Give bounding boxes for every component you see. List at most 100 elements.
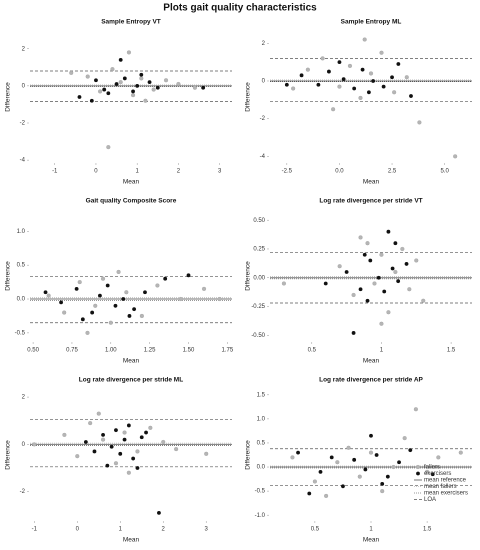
y-tick-label: -2: [20, 489, 26, 495]
data-point: [88, 421, 93, 426]
data-point: [316, 82, 321, 87]
data-point: [385, 474, 390, 479]
data-point: [43, 290, 48, 295]
data-point: [329, 455, 334, 460]
x-tick-label: 1: [380, 348, 384, 354]
y-tick-label: -2: [20, 121, 26, 127]
x-tick-label: 0.5: [311, 527, 320, 533]
y-tick-label: -0.50: [251, 333, 265, 339]
data-point: [358, 235, 363, 240]
data-point: [380, 489, 385, 494]
data-point: [362, 37, 367, 42]
data-point: [106, 91, 111, 96]
data-point: [118, 451, 123, 456]
data-point: [372, 281, 377, 286]
data-point: [85, 330, 90, 335]
data-point: [151, 87, 156, 92]
data-point: [390, 75, 394, 80]
data-point: [105, 463, 110, 468]
data-point: [360, 67, 365, 72]
data-point: [161, 439, 166, 445]
data-point: [217, 296, 222, 302]
y-tick-label: -0.5: [15, 330, 26, 336]
data-point: [85, 74, 90, 79]
data-point: [453, 154, 458, 159]
data-point: [358, 95, 363, 100]
data-point: [391, 464, 396, 470]
data-point: [204, 451, 209, 456]
data-point: [121, 297, 126, 301]
data-point: [351, 292, 356, 298]
data-point: [118, 57, 123, 62]
data-point: [430, 472, 435, 477]
data-point: [335, 460, 340, 465]
data-point: [92, 449, 97, 454]
y-axis-label: Difference: [5, 261, 12, 291]
data-point: [352, 457, 357, 462]
x-tick-label: 3: [205, 527, 209, 533]
data-point: [131, 93, 136, 98]
data-point: [366, 90, 371, 95]
data-point: [341, 77, 346, 82]
y-tick-label: -2: [260, 116, 266, 122]
x-tick-label: 5.0: [440, 169, 449, 175]
y-axis-label: Difference: [245, 82, 252, 112]
data-point: [379, 50, 384, 55]
x-axis-label: Mean: [363, 537, 380, 544]
data-point: [299, 73, 304, 78]
data-point: [379, 321, 384, 326]
data-point: [32, 442, 37, 447]
data-point: [402, 436, 407, 441]
data-point: [126, 423, 131, 428]
data-point: [337, 60, 342, 65]
x-tick-label: 0.75: [66, 348, 78, 354]
data-point: [101, 433, 105, 437]
x-tick-label: -2.5: [282, 169, 293, 175]
data-point: [83, 440, 88, 444]
data-point: [346, 445, 351, 450]
data-point: [135, 83, 140, 88]
data-point: [126, 470, 131, 475]
data-point: [113, 303, 118, 308]
data-point: [337, 264, 342, 269]
y-tick-label: 1.0: [17, 229, 26, 235]
data-point: [396, 279, 401, 284]
data-point: [296, 450, 300, 455]
data-point: [351, 331, 356, 335]
data-point: [135, 449, 140, 454]
data-point: [341, 484, 345, 489]
x-tick-label: 2.5: [388, 169, 397, 175]
x-tick-label: 0.50: [27, 348, 39, 354]
data-point: [371, 79, 376, 83]
data-point: [379, 252, 384, 257]
x-axis-label: Mean: [123, 537, 140, 544]
data-point: [417, 120, 422, 125]
data-point: [77, 280, 82, 285]
panel-title: Log rate divergence per stride ML: [79, 377, 183, 384]
data-point: [393, 269, 398, 275]
data-point: [291, 86, 296, 91]
x-tick-label: 1: [136, 169, 140, 175]
y-tick-label: 2: [22, 46, 26, 52]
data-point: [77, 95, 82, 99]
data-point: [122, 76, 127, 81]
data-point: [113, 461, 119, 466]
data-point: [368, 258, 373, 263]
y-tick-label: -4: [20, 158, 26, 164]
y-tick-label: -4: [260, 154, 266, 160]
data-point: [374, 453, 379, 457]
data-point: [163, 78, 169, 83]
data-point: [144, 430, 148, 435]
panel-title: Gait quality Composite Score: [86, 198, 177, 205]
data-point: [122, 430, 127, 435]
data-point: [365, 241, 370, 246]
data-point: [365, 298, 370, 303]
x-tick-label: 0.0: [335, 169, 344, 175]
x-tick-label: 0: [94, 169, 98, 175]
y-tick-label: 0.0: [257, 465, 266, 471]
x-axis-label: Mean: [123, 358, 140, 365]
data-point: [386, 229, 391, 234]
data-point: [312, 479, 317, 484]
data-point: [100, 276, 106, 281]
x-axis-label: Mean: [123, 179, 140, 186]
